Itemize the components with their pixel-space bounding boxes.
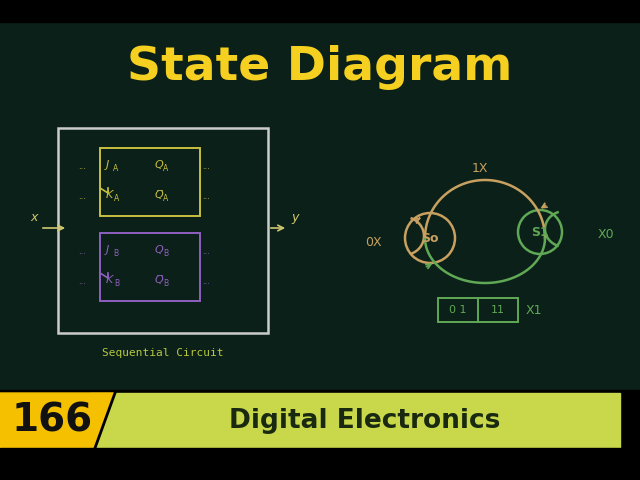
- Text: ...: ...: [78, 247, 86, 256]
- Text: ...: ...: [78, 192, 86, 201]
- Text: Digital Electronics: Digital Electronics: [229, 408, 500, 434]
- Bar: [0, 0, 640, 22]
- Text: B: B: [113, 249, 118, 258]
- Text: ...: ...: [202, 277, 210, 286]
- Text: 0 1: 0 1: [449, 305, 467, 315]
- Bar: [438, 298, 518, 322]
- Text: Q: Q: [155, 245, 164, 255]
- Text: 1X: 1X: [472, 161, 488, 175]
- Text: B: B: [163, 249, 168, 258]
- Bar: [100, 233, 200, 301]
- Text: 166: 166: [12, 402, 93, 440]
- Text: ...: ...: [78, 162, 86, 171]
- Text: Q̅: Q̅: [155, 190, 164, 200]
- Text: y: y: [291, 211, 298, 224]
- Text: Q: Q: [155, 160, 164, 170]
- Text: K: K: [106, 275, 113, 285]
- Text: X1: X1: [526, 303, 543, 316]
- Text: State Diagram: State Diagram: [127, 46, 513, 91]
- Polygon shape: [90, 393, 620, 448]
- Text: J: J: [106, 160, 109, 170]
- Text: X0: X0: [598, 228, 614, 240]
- Text: A: A: [163, 164, 168, 173]
- Text: 11: 11: [491, 305, 505, 315]
- Text: ...: ...: [78, 277, 86, 286]
- Text: ...: ...: [202, 162, 210, 171]
- Text: B: B: [163, 279, 168, 288]
- Text: B: B: [114, 279, 119, 288]
- Text: ...: ...: [202, 247, 210, 256]
- Text: So: So: [421, 232, 439, 245]
- Text: A: A: [163, 194, 168, 203]
- Text: J: J: [106, 245, 109, 255]
- Text: 0X: 0X: [365, 237, 381, 250]
- Polygon shape: [0, 393, 115, 448]
- Text: A: A: [114, 194, 119, 203]
- Bar: [58, 128, 268, 333]
- Text: ...: ...: [202, 192, 210, 201]
- Text: A: A: [113, 164, 118, 173]
- Bar: [0, 390, 640, 480]
- Text: Sequential Circuit: Sequential Circuit: [102, 348, 224, 358]
- Bar: [0, 448, 640, 480]
- Text: Q̅: Q̅: [155, 275, 164, 285]
- Text: K: K: [106, 190, 113, 200]
- Text: x: x: [31, 211, 38, 224]
- Bar: [100, 148, 200, 216]
- Text: S1: S1: [531, 227, 549, 240]
